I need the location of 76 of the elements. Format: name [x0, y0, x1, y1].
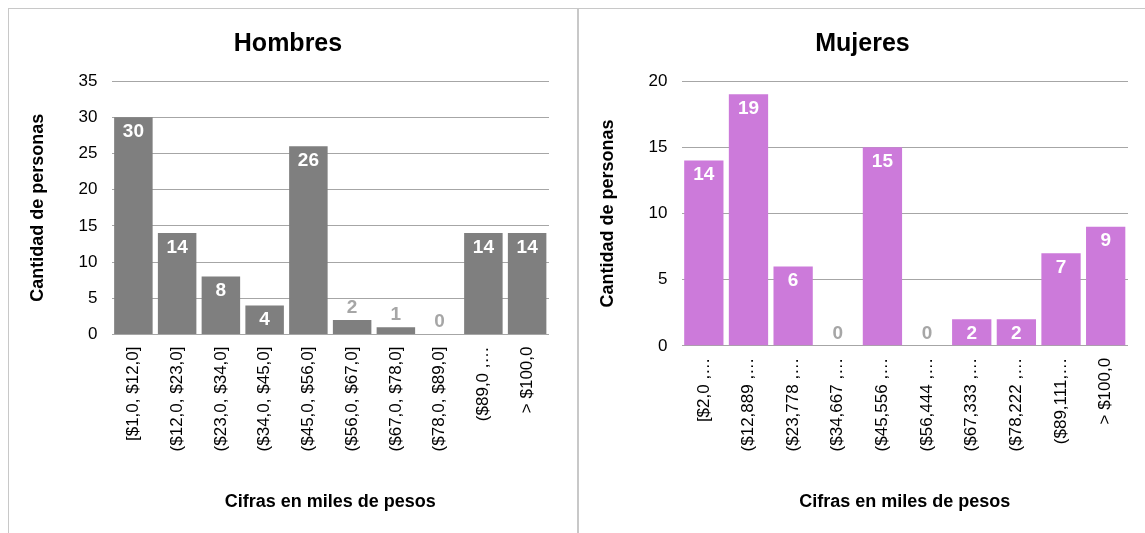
data-label: 2: [346, 295, 358, 317]
bar: [862, 147, 903, 346]
y-tick-label: 0: [88, 324, 98, 344]
y-tick-label: 15: [78, 215, 98, 235]
x-tick-label: [$2,0 ,…: [693, 357, 713, 423]
data-label: 7: [1055, 255, 1067, 277]
bar: [114, 117, 153, 334]
x-tick-label: ($67,0, $78,0]: [385, 346, 405, 452]
x-tick-label: ($56,444 ,…: [916, 357, 936, 452]
data-label: 2: [1011, 322, 1022, 344]
x-tick-label: ($34,0, $45,0]: [254, 346, 274, 452]
y-axis-title: Cantidad de personas: [596, 119, 617, 308]
bar: [952, 319, 992, 346]
data-label: 0: [832, 321, 844, 343]
x-tick-label: ($23,778 ,…: [782, 357, 802, 452]
data-label: 6: [787, 269, 799, 291]
bar: [507, 233, 547, 334]
y-tick-label: 10: [78, 251, 98, 271]
chart-title: Mujeres: [815, 27, 910, 56]
y-tick-label: 25: [78, 143, 98, 163]
y-tick-label: 0: [658, 335, 668, 355]
bar: [157, 233, 197, 334]
data-label: 30: [122, 119, 144, 141]
x-tick-label: ($34,667 ,…: [827, 357, 847, 452]
bar: [996, 319, 1037, 346]
x-tick-label: ($12,0, $23,0]: [166, 346, 186, 452]
bar: [773, 266, 813, 346]
bar: [1041, 253, 1081, 346]
x-tick-label: ($56,0, $67,0]: [341, 346, 361, 452]
bar: [245, 305, 284, 334]
data-label: 0: [921, 321, 933, 343]
x-tick-label: ($12,889 ,…: [738, 357, 758, 452]
x-tick-label: ($89,111,…: [1050, 357, 1070, 445]
data-label: 4: [259, 308, 271, 330]
data-label: 19: [737, 96, 760, 118]
data-label: 14: [472, 235, 495, 257]
data-label: 26: [297, 148, 319, 170]
bar: [376, 327, 416, 334]
y-tick-label: 10: [648, 203, 668, 223]
x-tick-label: [$1,0, $12,0]: [123, 346, 143, 442]
y-tick-label: 5: [658, 269, 668, 289]
bar: [332, 320, 372, 334]
x-tick-label: ($45,556 ,…: [872, 357, 892, 452]
x-tick-label: > $100,0: [1095, 357, 1115, 425]
x-tick-label: ($67,333 ,…: [961, 357, 981, 452]
x-tick-label: ($45,0, $56,0]: [298, 346, 318, 452]
y-tick-label: 35: [78, 70, 98, 90]
y-tick-label: 30: [78, 106, 98, 126]
x-tick-label: ($89,0 ,…: [473, 346, 493, 422]
data-label: 14: [166, 235, 189, 257]
chart-title: Hombres: [233, 27, 343, 56]
bar: [464, 233, 503, 334]
x-tick-label: > $100,0: [516, 346, 536, 414]
data-label: 14: [516, 235, 539, 257]
x-axis-title: Cifras en miles de pesos: [799, 491, 1011, 512]
data-label: 9: [1100, 229, 1111, 251]
bar: [728, 94, 769, 346]
x-tick-label: ($78,0, $89,0]: [429, 346, 449, 452]
bar: [684, 160, 724, 346]
data-label: 1: [390, 302, 402, 324]
bar: [1086, 226, 1126, 346]
data-label: 2: [966, 322, 978, 344]
y-tick-label: 20: [78, 179, 98, 199]
data-label: 15: [871, 149, 894, 171]
data-label: 14: [693, 163, 715, 185]
x-tick-label: ($78,222 ,…: [1006, 357, 1026, 452]
bar: [201, 276, 241, 334]
data-label: 8: [215, 279, 227, 301]
x-axis-title: Cifras en miles de pesos: [224, 491, 436, 512]
y-tick-label: 15: [648, 136, 668, 156]
bar: [289, 146, 328, 334]
data-label: 0: [434, 310, 445, 332]
x-tick-label: ($23,0, $34,0]: [210, 346, 230, 452]
y-axis-title: Cantidad de personas: [26, 113, 47, 302]
y-tick-label: 20: [648, 70, 668, 90]
y-tick-label: 5: [88, 287, 98, 307]
